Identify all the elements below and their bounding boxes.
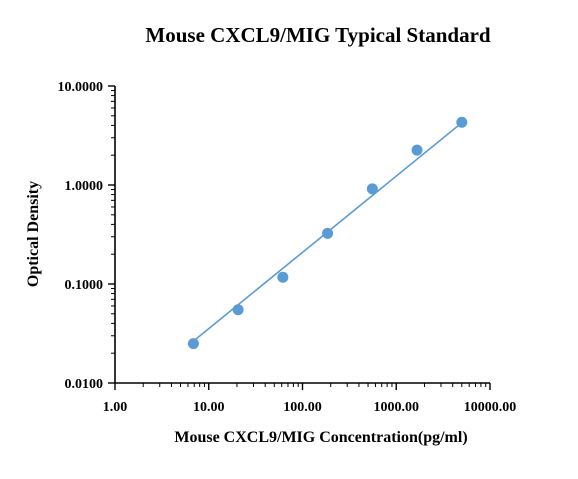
y-tick-label: 0.1000: [65, 278, 104, 293]
data-point: [277, 271, 289, 283]
y-tick-label: 10.0000: [58, 80, 104, 95]
chart-title: Mouse CXCL9/MIG Typical Standard: [145, 23, 490, 47]
x-tick-label: 10000.00: [464, 400, 517, 415]
x-tick-label: 100.00: [283, 400, 322, 415]
x-axis-label: Mouse CXCL9/MIG Concentration(pg/ml): [174, 429, 467, 446]
y-tick-label: 1.0000: [65, 179, 104, 194]
data-point: [187, 338, 199, 350]
data-points-layer: [187, 116, 468, 350]
data-point: [456, 116, 468, 128]
x-tick-label: 1.00: [103, 400, 128, 415]
x-tick-label: 1000.00: [374, 400, 420, 415]
x-tick-label: 10.00: [193, 400, 225, 415]
data-point: [322, 227, 334, 239]
axes: [108, 85, 491, 390]
data-point: [232, 304, 244, 316]
tick-labels-layer: 1.00 10.00 100.00 1000.00 10000.00 0.0100 0.10…: [58, 80, 517, 415]
data-point: [366, 183, 378, 195]
y-axis-label: Optical Density: [25, 181, 42, 287]
data-point: [411, 144, 423, 156]
y-tick-label: 0.0100: [65, 377, 104, 392]
